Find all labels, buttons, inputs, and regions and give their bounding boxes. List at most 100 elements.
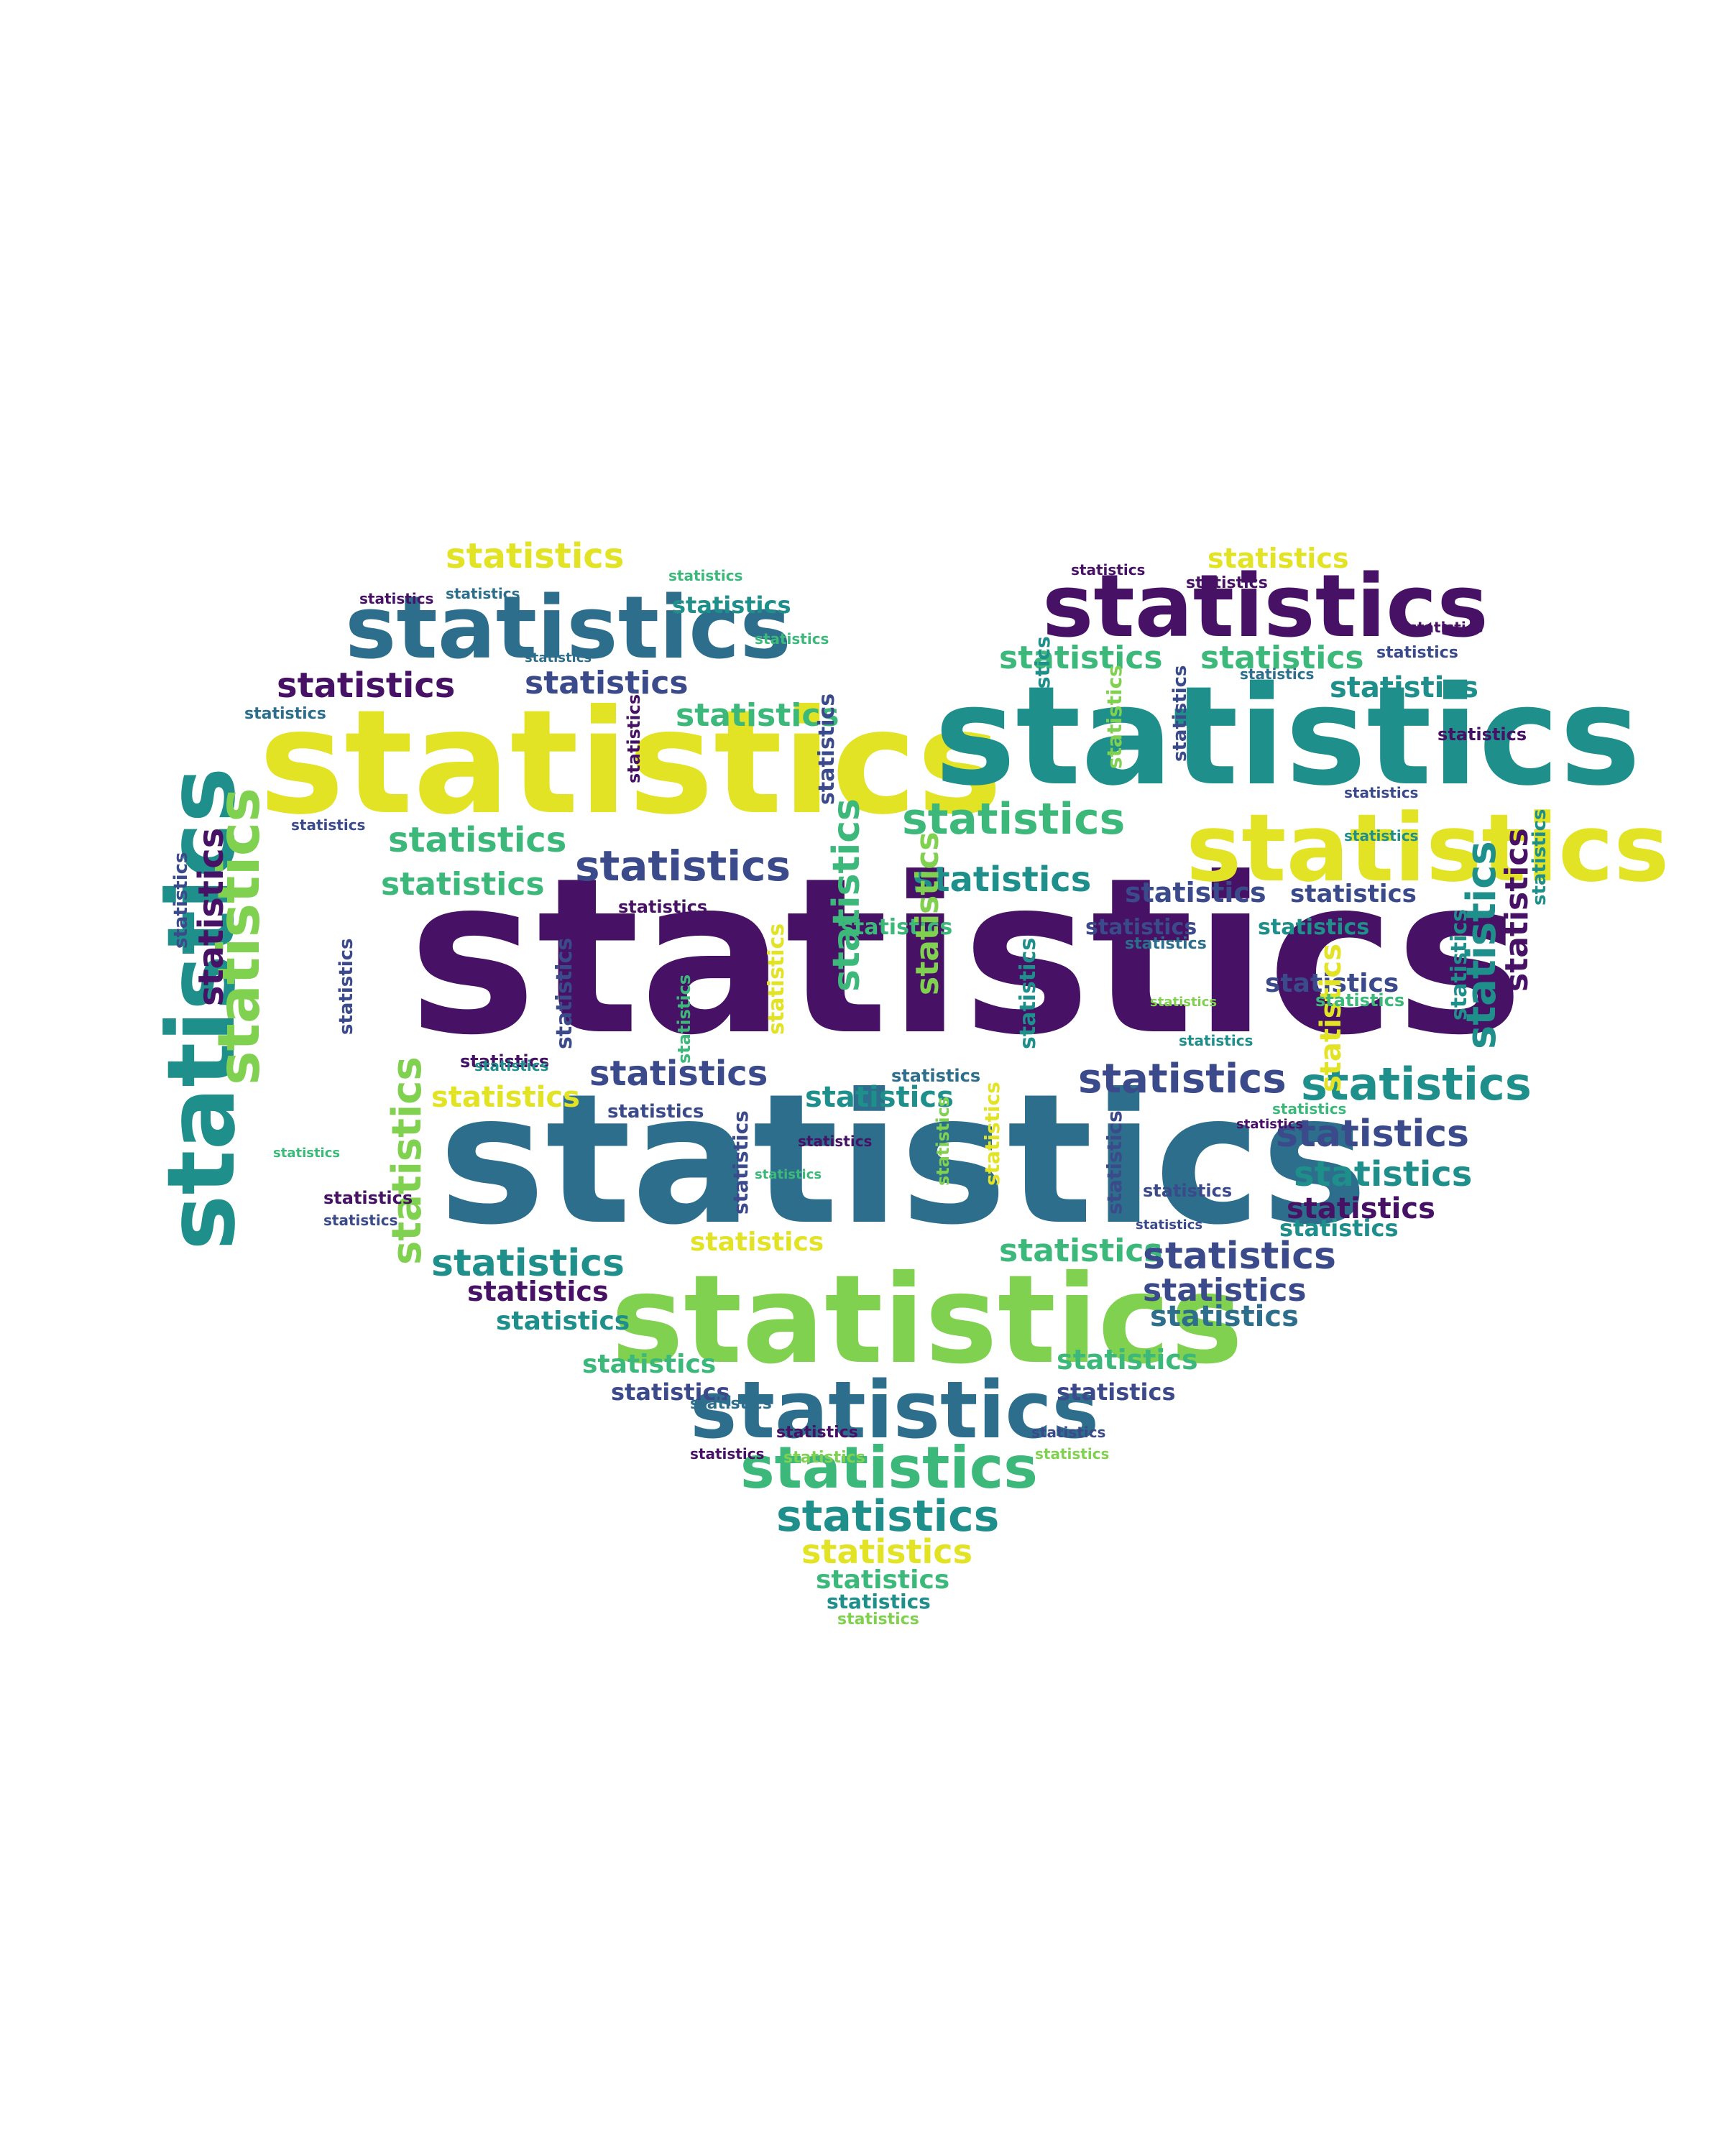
cloud-word-hero-1: statistics <box>408 831 1524 1082</box>
cloud-word-medium-22: statistics <box>575 842 791 890</box>
cloud-word-small-92: statistics <box>1240 665 1314 683</box>
cloud-word-medium-40: statistics <box>431 1242 625 1285</box>
cloud-word-small-93: statistics <box>1438 724 1527 745</box>
cloud-word-small-85: statistics <box>755 630 829 648</box>
cloud-word-medium-29: statistics <box>1290 880 1417 908</box>
cloud-word-small-112: statistics <box>323 1212 397 1229</box>
cloud-word-medium-16: statistics <box>446 536 624 576</box>
cloud-word-small-75: statistics <box>980 1082 1004 1186</box>
cloud-word-small-77: statistics <box>170 852 192 949</box>
cloud-word-small-107: statistics <box>690 1395 772 1413</box>
cloud-word-large-7: statistics <box>1042 557 1489 657</box>
cloud-word-small-53: statistics <box>1085 915 1197 940</box>
cloud-word-medium-34: statistics <box>1276 1112 1469 1156</box>
cloud-word-small-84: statistics <box>672 591 791 619</box>
cloud-word-medium-28: statistics <box>1125 877 1266 908</box>
cloud-word-small-101: statistics <box>1143 1181 1232 1201</box>
cloud-word-medium-10: statistics <box>740 1434 1038 1501</box>
cloud-word-large-8: statistics <box>1186 793 1669 903</box>
cloud-word-medium-25: statistics <box>999 640 1163 676</box>
cloud-word-small-81: statistics <box>668 567 742 584</box>
cloud-word-large-9: statistics <box>690 1364 1099 1456</box>
cloud-word-medium-26: statistics <box>1200 640 1364 676</box>
cloud-word-medium-38: statistics <box>431 1081 580 1114</box>
cloud-word-small-97: statistics <box>1179 1032 1253 1049</box>
cloud-word-medium-48: statistics <box>611 1378 730 1406</box>
cloud-word-small-66: statistics <box>814 694 840 805</box>
cloud-word-small-86: statistics <box>525 650 592 665</box>
cloud-word-small-52: statistics <box>841 915 952 940</box>
cloud-word-medium-19: statistics <box>676 697 840 734</box>
cloud-word-medium-50: statistics <box>1057 1378 1176 1406</box>
cloud-word-small-79: statistics <box>933 1097 953 1186</box>
cloud-word-large-5: statistics <box>611 1249 1243 1391</box>
cloud-word-small-105: statistics <box>776 1424 858 1442</box>
cloud-word-small-13: statistics <box>816 1565 949 1595</box>
cloud-word-small-15: statistics <box>837 1611 919 1628</box>
cloud-word-medium-36: statistics <box>1287 1192 1435 1225</box>
cloud-word-large-4: statistics <box>934 657 1641 816</box>
cloud-word-small-120: statistics <box>1236 1117 1303 1132</box>
cloud-word-small-95: statistics <box>1125 935 1207 953</box>
cloud-word-small-37: statistics <box>1279 1215 1399 1242</box>
cloud-word-small-99: statistics <box>460 1051 549 1072</box>
cloud-word-small-71: statistics <box>764 923 789 1035</box>
cloud-word-medium-27: statistics <box>1330 671 1478 704</box>
cloud-word-small-67: statistics <box>1031 636 1054 740</box>
cloud-word-medium-51: statistics <box>690 1227 824 1257</box>
cloud-word-medium-47: statistics <box>582 1350 716 1379</box>
cloud-word-small-116: statistics <box>474 1057 548 1074</box>
cloud-word-medium-57: statistics <box>191 828 231 1006</box>
cloud-word-small-72: statistics <box>1016 938 1041 1049</box>
cloud-word-medium-56: statistics <box>206 788 272 1085</box>
cloud-word-small-70: statistics <box>552 938 577 1049</box>
cloud-word-medium-21: statistics <box>381 866 545 903</box>
cloud-word-large-55: statistics <box>147 768 256 1250</box>
cloud-word-medium-23: statistics <box>902 794 1125 844</box>
cloud-word-small-74: statistics <box>1103 1110 1126 1215</box>
cloud-word-medium-44: statistics <box>1150 1300 1299 1333</box>
cloud-word-medium-18: statistics <box>525 665 689 701</box>
cloud-word-small-63: statistics <box>1447 909 1472 1021</box>
cloud-word-medium-45: statistics <box>467 1276 609 1307</box>
cloud-word-small-83: statistics <box>446 585 520 602</box>
cloud-word-large-3: statistics <box>259 679 1003 847</box>
cloud-word-small-64: statistics <box>1315 944 1348 1092</box>
cloud-word-small-98: statistics <box>755 1167 822 1182</box>
cloud-word-small-80: statistics <box>674 975 694 1064</box>
cloud-word-small-104: statistics <box>891 1066 980 1086</box>
cloud-word-small-117: statistics <box>618 897 707 917</box>
cloud-word-small-108: statistics <box>690 1445 764 1462</box>
cloud-word-medium-58: statistics <box>384 1056 431 1265</box>
cloud-word-small-118: statistics <box>1136 1217 1202 1233</box>
cloud-word-small-115: statistics <box>291 816 365 834</box>
cloud-word-small-90: statistics <box>1409 619 1483 636</box>
cloud-word-small-69: statistics <box>1169 665 1191 763</box>
cloud-word-small-88: statistics <box>1208 543 1349 574</box>
cloud-word-medium-35: statistics <box>1294 1154 1472 1194</box>
cloud-word-small-12: statistics <box>801 1532 972 1571</box>
cloud-word-small-96: statistics <box>1150 995 1217 1010</box>
cloud-word-small-68: statistics <box>1103 665 1126 769</box>
cloud-word-medium-11: statistics <box>776 1491 999 1542</box>
cloud-word-medium-46: statistics <box>496 1307 630 1336</box>
cloud-word-small-119: statistics <box>1315 990 1404 1010</box>
cloud-word-small-91: statistics <box>1376 644 1458 662</box>
cloud-word-medium-43: statistics <box>1143 1272 1307 1309</box>
cloud-word-small-102: statistics <box>798 1133 872 1150</box>
cloud-word-medium-30: statistics <box>1265 969 1399 998</box>
cloud-word-medium-17: statistics <box>277 665 455 706</box>
cloud-word-small-114: statistics <box>244 705 326 723</box>
cloud-word-medium-62: statistics <box>1499 828 1535 992</box>
cloud-word-medium-60: statistics <box>909 831 946 995</box>
cloud-word-medium-61: statistics <box>1458 841 1505 1049</box>
cloud-word-small-54: statistics <box>1258 915 1369 940</box>
cloud-word-small-73: statistics <box>729 1110 753 1215</box>
cloud-word-small-78: statistics <box>624 694 644 783</box>
cloud-word-small-65: statistics <box>1529 809 1550 906</box>
cloud-word-large-2: statistics <box>438 1055 1368 1264</box>
cloud-word-small-110: statistics <box>1035 1445 1109 1462</box>
cloud-word-small-100: statistics <box>607 1101 704 1123</box>
cloud-word-large-6: statistics <box>345 579 791 678</box>
